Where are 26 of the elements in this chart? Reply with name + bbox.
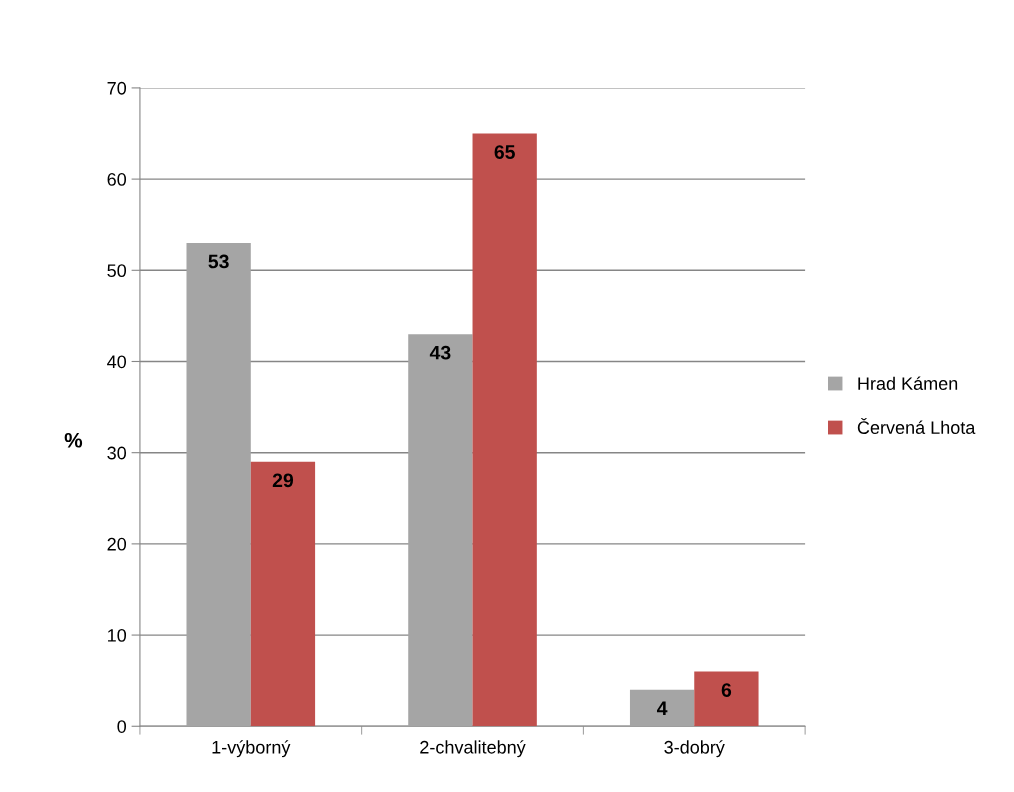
- y-tick-label: 70: [107, 81, 127, 95]
- x-tick-label: 2-chvalitebný: [420, 740, 526, 758]
- data-label: 53: [208, 254, 229, 269]
- y-tick-label: 60: [107, 173, 127, 186]
- data-label: 4: [656, 701, 668, 715]
- bar: [694, 671, 759, 727]
- data-label: 43: [429, 345, 451, 360]
- bar: [472, 133, 537, 727]
- y-tick-label: 20: [107, 537, 127, 551]
- y-tick-label: 50: [107, 264, 127, 278]
- x-tick-label: 3-dobrý: [664, 740, 725, 758]
- bar: [250, 461, 316, 727]
- y-tick-label: 10: [108, 629, 127, 642]
- y-axis-title: %: [64, 432, 83, 448]
- data-label: 6: [721, 683, 732, 697]
- y-tick-label: 30: [107, 446, 127, 460]
- legend-label: Hrad Kámen: [858, 376, 958, 390]
- y-tick-label: 0: [117, 720, 127, 733]
- y-tick-label: 40: [107, 355, 127, 369]
- bar: [629, 689, 695, 727]
- bar: [408, 334, 473, 727]
- x-tick-label: 1-výborný: [212, 740, 291, 758]
- data-label: 65: [494, 145, 515, 159]
- data-label: 29: [272, 473, 294, 488]
- legend-label: Červená Lhota: [857, 418, 976, 434]
- bar: [186, 242, 251, 727]
